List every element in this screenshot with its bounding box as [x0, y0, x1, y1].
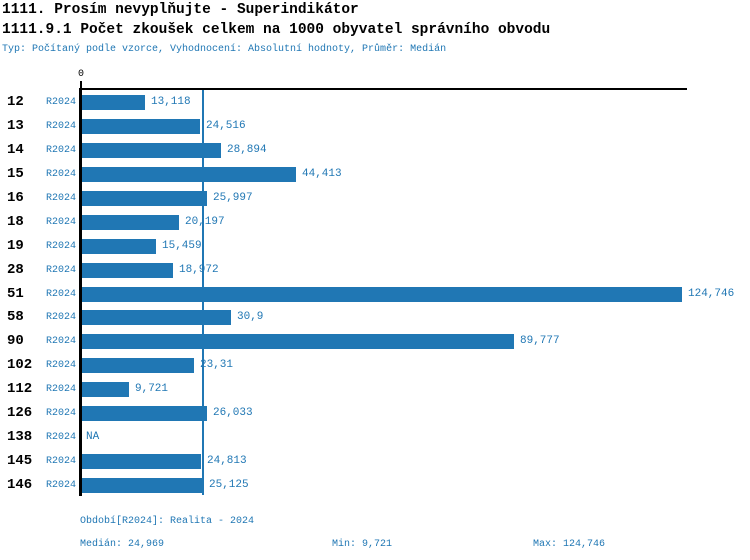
bar-value-label: 44,413	[302, 167, 342, 180]
row-category-label: 58	[7, 309, 24, 326]
footer-max-stat: Max: 124,746	[533, 539, 606, 550]
bar	[82, 95, 145, 110]
chart-row: 18 R2024 20,197	[0, 213, 750, 230]
row-period-label: R2024	[46, 312, 77, 324]
chart-row: 14 R2024 28,894	[0, 141, 750, 158]
bar-value-label: 18,972	[179, 263, 219, 276]
row-period-label: R2024	[46, 480, 77, 492]
bar	[82, 190, 207, 206]
bar-value-label: 13,118	[151, 96, 191, 108]
bar-value-label: NA	[86, 431, 100, 444]
bar	[82, 118, 200, 134]
chart-row: 145 R2024 24,813	[0, 453, 750, 470]
row-period-label: R2024	[46, 336, 77, 348]
chart-row: 112 R2024 9,721	[0, 381, 750, 398]
chart-row: 12 R2024 13,118	[0, 95, 750, 110]
row-category-label: 145	[7, 453, 33, 470]
row-category-label: 112	[7, 381, 33, 398]
bar-value-label: 23,31	[200, 359, 234, 372]
row-category-label: 146	[7, 477, 33, 494]
footer-period-line: Období[R2024]: Realita - 2024	[80, 516, 255, 527]
row-period-label: R2024	[46, 97, 77, 108]
row-category-label: 138	[7, 429, 33, 446]
axis-zero-tick	[80, 81, 82, 89]
bar	[82, 286, 682, 302]
bar-value-label: 30,9	[237, 311, 264, 324]
row-period-label: R2024	[46, 240, 77, 252]
bar	[82, 238, 156, 254]
row-period-label: R2024	[46, 432, 77, 444]
bar-value-label: 15,459	[162, 239, 202, 252]
report-title: 1111. Prosím nevyplňujte - Superindikáto…	[2, 2, 359, 18]
bar-value-label: 20,197	[185, 215, 225, 228]
chart-row: 15 R2024 44,413	[0, 165, 750, 182]
chart-row: 102 R2024 23,31	[0, 357, 750, 374]
row-category-label: 126	[7, 405, 33, 422]
row-period-label: R2024	[46, 384, 77, 396]
bar	[82, 214, 179, 230]
bar	[82, 310, 231, 326]
row-category-label: 13	[7, 117, 24, 134]
row-category-label: 102	[7, 357, 33, 374]
row-period-label: R2024	[46, 264, 77, 276]
row-period-label: R2024	[46, 192, 77, 204]
row-category-label: 16	[7, 189, 24, 206]
bar	[82, 406, 207, 422]
bar-value-label: 28,894	[227, 143, 267, 156]
footer-min-stat: Min: 9,721	[332, 539, 393, 550]
row-period-label: R2024	[46, 120, 77, 132]
bar	[82, 478, 203, 494]
bar-value-label: 9,721	[135, 383, 169, 396]
bar	[82, 334, 514, 350]
row-period-label: R2024	[46, 144, 77, 156]
bar	[82, 262, 173, 278]
chart-row: 51 R2024 124,746	[0, 285, 750, 302]
chart-row: 28 R2024 18,972	[0, 261, 750, 278]
chart-row: 126 R2024 26,033	[0, 405, 750, 422]
row-category-label: 14	[7, 141, 24, 158]
bar-value-label: 89,777	[520, 335, 560, 348]
axis-left-line	[79, 88, 82, 496]
bar-value-label: 24,813	[207, 455, 247, 468]
bar-value-label: 26,033	[213, 407, 253, 420]
chart-row: 58 R2024 30,9	[0, 309, 750, 326]
footer-median-stat: Medián: 24,969	[80, 539, 165, 550]
row-period-label: R2024	[46, 456, 77, 468]
bar	[82, 454, 201, 470]
row-category-label: 90	[7, 333, 24, 350]
row-category-label: 15	[7, 165, 24, 182]
chart-row: 19 R2024 15,459	[0, 237, 750, 254]
indicator-meta: Typ: Počítaný podle vzorce, Vyhodnocení:…	[2, 44, 447, 55]
row-category-label: 18	[7, 213, 24, 230]
row-category-label: 12	[7, 94, 24, 110]
bar	[82, 166, 296, 182]
chart-row: 90 R2024 89,777	[0, 333, 750, 350]
row-period-label: R2024	[46, 216, 77, 228]
row-category-label: 19	[7, 237, 24, 254]
row-category-label: 28	[7, 261, 24, 278]
axis-zero-label: 0	[77, 69, 84, 80]
row-category-label: 51	[7, 285, 24, 302]
chart-row: 16 R2024 25,997	[0, 189, 750, 206]
chart-row: 146 R2024 25,125	[0, 477, 750, 494]
row-period-label: R2024	[46, 408, 77, 420]
row-period-label: R2024	[46, 288, 77, 300]
bar-value-label: 24,516	[206, 119, 246, 132]
bar-value-label: 25,125	[209, 479, 249, 492]
chart-row: 13 R2024 24,516	[0, 117, 750, 134]
bar	[82, 142, 221, 158]
bar	[82, 382, 129, 398]
bar	[82, 358, 194, 374]
row-period-label: R2024	[46, 360, 77, 372]
axis-top-line	[79, 88, 687, 90]
row-period-label: R2024	[46, 168, 77, 180]
chart-row: 138 R2024 NA	[0, 430, 750, 445]
bar-value-label: 124,746	[688, 287, 735, 300]
indicator-title: 1111.9.1 Počet zkoušek celkem na 1000 ob…	[2, 22, 551, 38]
bar-value-label: 25,997	[213, 191, 253, 204]
